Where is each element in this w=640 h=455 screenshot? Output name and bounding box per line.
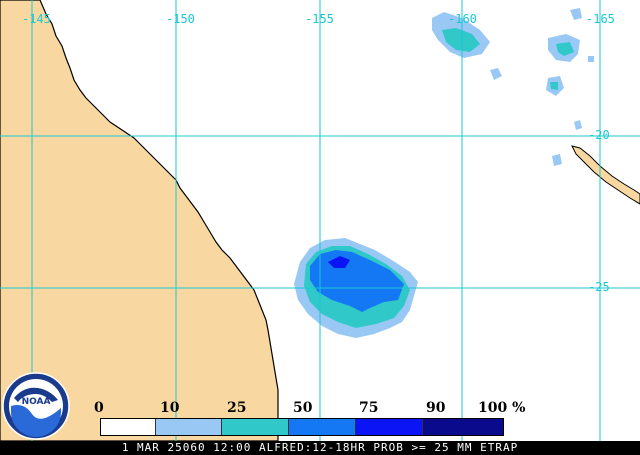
legend-label-100: 100 %	[478, 400, 526, 416]
noaa-logo-icon: NOAA	[2, 372, 70, 440]
lon-label-150: -150	[166, 12, 195, 26]
legend-label-50: 50	[293, 400, 313, 416]
legend-label-25: 25	[227, 400, 247, 416]
svg-text:NOAA: NOAA	[22, 397, 51, 407]
lon-label-145: -145	[22, 12, 51, 26]
legend-swatch-75-90	[356, 419, 423, 435]
legend-swatch-0-10	[101, 419, 156, 435]
lon-label-155: -155	[305, 12, 334, 26]
lat-label-25: -25	[588, 280, 610, 294]
legend-swatch-25-50	[222, 419, 289, 435]
legend-label-10: 10	[160, 400, 180, 416]
legend-color-bar	[100, 418, 504, 436]
australia-land	[0, 0, 279, 442]
legend-label-75: 75	[359, 400, 379, 416]
graticule	[0, 0, 640, 441]
probability-blob-north	[432, 8, 594, 166]
probability-blob-main	[294, 238, 418, 338]
legend-swatch-10-25	[156, 419, 222, 435]
legend-label-0: 0	[94, 400, 104, 416]
lon-label-165: -165	[586, 12, 615, 26]
caption-bar: 1 MAR 25060 12:00 ALFRED:12-18HR PROB >=…	[0, 441, 640, 455]
legend-swatch-50-75	[289, 419, 356, 435]
lon-label-160: -160	[448, 12, 477, 26]
new-caledonia-land	[571, 145, 640, 205]
legend-swatch-90-100	[423, 419, 503, 435]
lat-label-20: -20	[588, 128, 610, 142]
legend-label-90: 90	[426, 400, 446, 416]
